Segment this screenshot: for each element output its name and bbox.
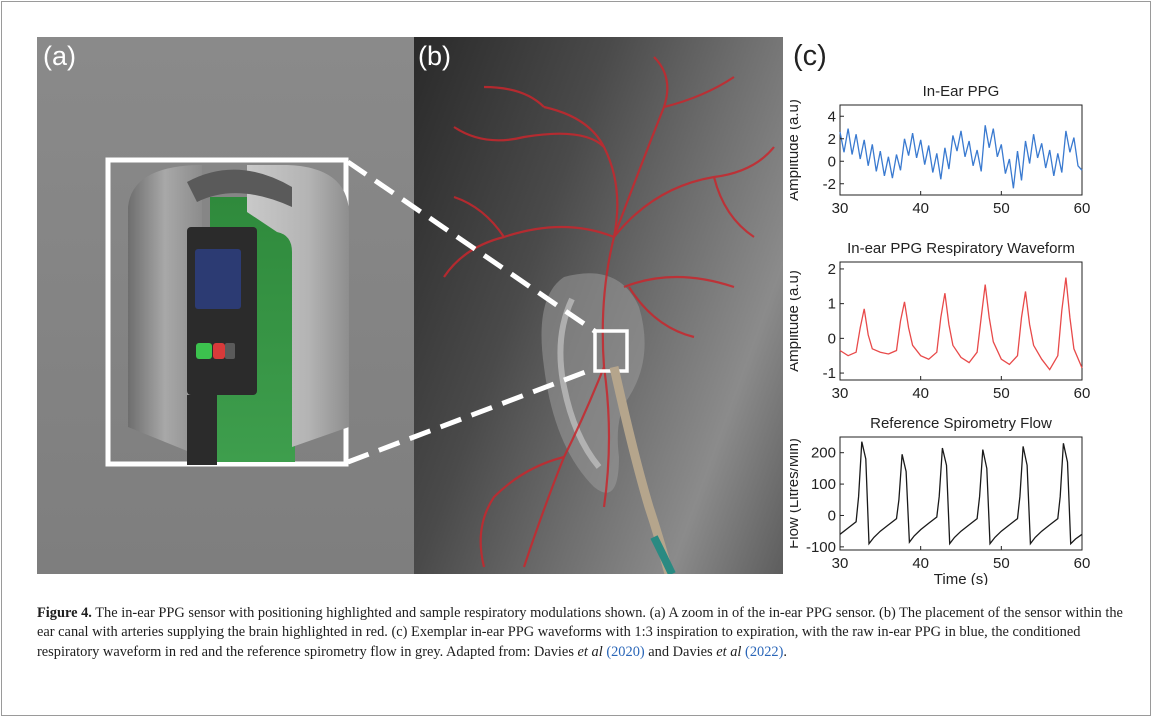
caption-etal-2: et al — [716, 643, 742, 660]
chart-1-axes — [839, 104, 1083, 196]
sensor-render-illustration — [105, 157, 349, 467]
chart-1-ytick-label: -2 — [823, 176, 836, 193]
panel-b-label: (b) — [418, 41, 451, 71]
chart-1-xtick-label: 60 — [1074, 200, 1091, 217]
caption-text-1: The in-ear PPG sensor with positioning h… — [37, 605, 1123, 660]
panel-c-label: (c) — [793, 40, 827, 72]
ear-artery-illustration — [443, 56, 775, 574]
citation-link-2020[interactable]: (2020) — [606, 643, 645, 660]
chart-2-xtick-label: 60 — [1074, 385, 1091, 402]
panel-c-charts: In-Ear PPG 30 40 50 60 -2 0 2 4 Amplitude (a.u) I… — [790, 83, 1090, 585]
chart-1: In-Ear PPG 30 40 50 60 -2 0 2 4 Amplitude (a.u) — [790, 83, 1090, 217]
chart-2-ytick-label: 2 — [828, 261, 836, 278]
chart-1-series-line — [839, 125, 1083, 189]
panel-b-ear-photo: (b) — [414, 37, 783, 574]
chart-1-ytick-label: 4 — [828, 108, 836, 125]
chart-3: Reference Spirometry Flow 30 40 50 60 -100 0 10… — [790, 415, 1090, 585]
chart-3-ytick-label: 0 — [828, 507, 836, 524]
chart-1-xtick-label: 40 — [912, 200, 929, 217]
panel-a-label: (a) — [43, 41, 76, 71]
chart-3-xtick-label: 60 — [1074, 555, 1091, 572]
chart-2-axes — [839, 261, 1083, 381]
chart-1-ytick-label: 2 — [828, 131, 836, 148]
chart-1-ylabel: Amplitude (a.u) — [790, 99, 802, 201]
chart-2-ytick-label: 0 — [828, 330, 836, 347]
chart-3-ylabel: Flow (Litres/Min) — [790, 438, 802, 549]
chart-1-ytick-label: 0 — [828, 153, 836, 170]
chart-1-xtick-label: 30 — [832, 200, 849, 217]
chart-3-xtick-label: 30 — [832, 555, 849, 572]
chart-3-ytick-label: -100 — [806, 539, 836, 556]
caption-text-3: . — [783, 643, 788, 660]
citation-link-2022[interactable]: (2022) — [745, 643, 784, 660]
chart-3-series-line — [839, 441, 1083, 546]
chart-2-title: In-ear PPG Respiratory Waveform — [847, 240, 1075, 257]
chart-2-ylabel: Amplitude (a.u) — [790, 270, 802, 372]
chart-2-ytick-label: 1 — [828, 296, 836, 313]
chart-3-xlabel: Time (s) — [934, 571, 988, 585]
caption-etal-1: et al — [577, 643, 603, 660]
chart-1-title: In-Ear PPG — [923, 83, 1000, 100]
chart-2-ytick-label: -1 — [823, 365, 836, 382]
figure-caption: Figure 4. The in-ear PPG sensor with pos… — [37, 604, 1127, 662]
chart-2-series-line — [839, 277, 1083, 371]
chart-3-ytick-label: 200 — [811, 445, 836, 462]
chart-2: In-ear PPG Respiratory Waveform 30 40 50 60 -… — [790, 240, 1090, 402]
chart-3-title: Reference Spirometry Flow — [870, 415, 1052, 432]
chart-2-xtick-label: 40 — [912, 385, 929, 402]
chart-3-xtick-label: 40 — [912, 555, 929, 572]
caption-text-2: and Davies — [644, 643, 717, 660]
chart-1-xtick-label: 50 — [993, 200, 1010, 217]
panel-a-sensor-render: (a) — [37, 37, 414, 574]
figure-number: Figure 4. — [37, 605, 92, 621]
chart-2-xtick-label: 50 — [993, 385, 1010, 402]
chart-3-xtick-label: 50 — [993, 555, 1010, 572]
chart-3-ytick-label: 100 — [811, 476, 836, 493]
chart-2-xtick-label: 30 — [832, 385, 849, 402]
chart-3-axes — [839, 436, 1083, 551]
